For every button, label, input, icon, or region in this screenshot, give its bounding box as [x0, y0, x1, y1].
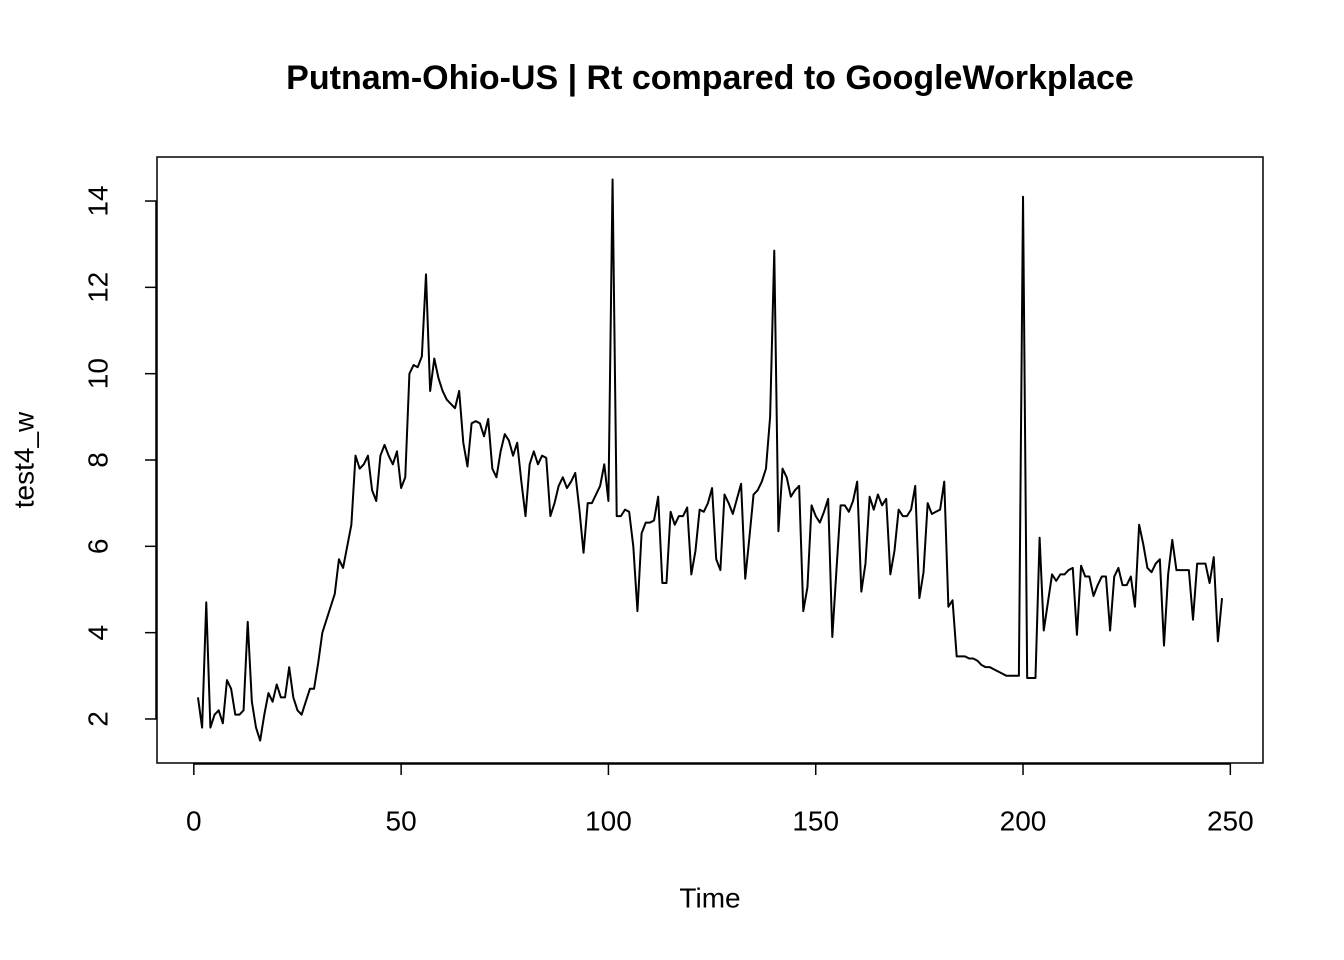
- y-tick-label: 4: [82, 625, 113, 641]
- chart-title: Putnam-Ohio-US | Rt compared to GoogleWo…: [286, 59, 1134, 97]
- y-tick-label: 12: [82, 272, 113, 303]
- plot-frame: [156, 156, 1264, 764]
- x-tick-label: 50: [386, 805, 417, 836]
- y-axis-label: test4_w: [8, 411, 39, 508]
- y-tick-label: 6: [82, 539, 113, 555]
- y-tick-label: 8: [82, 452, 113, 468]
- y-tick-label: 10: [82, 358, 113, 389]
- y-tick-label: 2: [82, 711, 113, 727]
- y-tick-label: 14: [82, 185, 113, 216]
- x-tick-label: 100: [585, 805, 632, 836]
- data-line: [196, 178, 1224, 742]
- x-tick-label: 200: [1000, 805, 1047, 836]
- x-tick-label: 250: [1207, 805, 1254, 836]
- x-tick-label: 0: [186, 805, 202, 836]
- x-tick-label: 150: [792, 805, 839, 836]
- x-axis-label: Time: [679, 882, 740, 913]
